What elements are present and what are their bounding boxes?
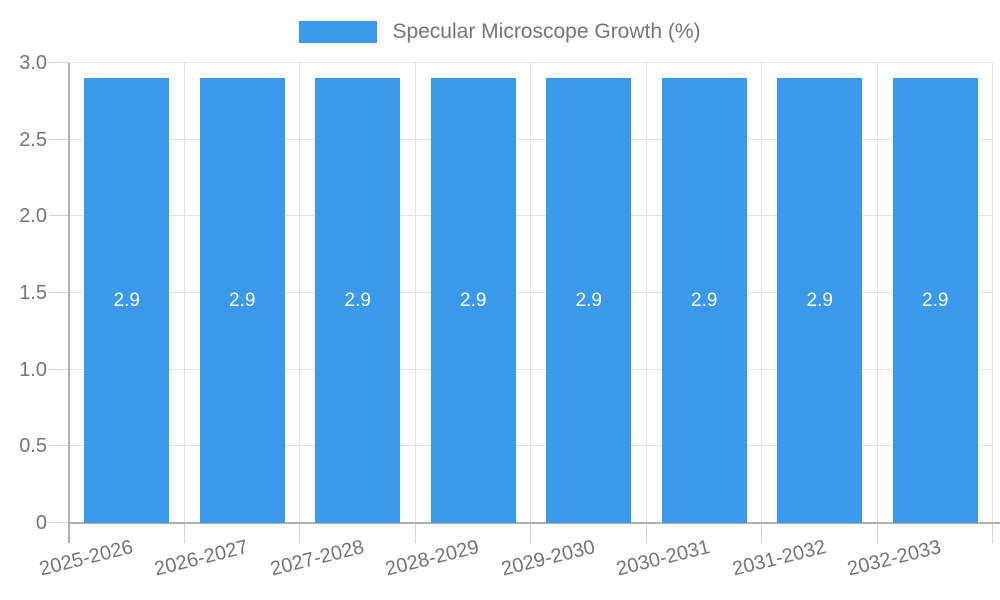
x-tick-mark: [299, 523, 300, 543]
x-tick-mark: [761, 523, 762, 543]
bar[interactable]: [430, 78, 516, 523]
y-tick-label: 0.5: [19, 435, 47, 458]
bar[interactable]: [315, 78, 401, 523]
y-tick-mark: [49, 215, 69, 217]
x-tick-mark: [414, 523, 416, 543]
y-tick-mark: [49, 522, 69, 523]
legend[interactable]: Specular Microscope Growth (%): [0, 17, 1000, 47]
y-tick-mark: [49, 62, 69, 63]
x-tick-mark: [992, 523, 993, 543]
y-tick-label: 2.5: [19, 128, 47, 151]
bar[interactable]: [546, 78, 632, 523]
y-tick-label: 2.0: [19, 205, 47, 228]
y-tick-mark: [49, 138, 69, 140]
gridline-horizontal: [69, 368, 993, 370]
x-axis-line: [69, 522, 1000, 524]
gridline-horizontal: [69, 215, 993, 217]
y-tick-label: 1.5: [19, 282, 47, 304]
x-tick-mark: [183, 523, 185, 543]
bar-value-label: 2.9: [922, 289, 949, 311]
gridline-horizontal: [69, 445, 993, 447]
gridline-vertical: [876, 63, 878, 523]
y-tick-label: 3.0: [19, 52, 47, 74]
gridline-vertical: [761, 63, 762, 523]
bar-value-label: 2.9: [691, 289, 718, 311]
gridline-vertical: [299, 63, 300, 523]
gridline-vertical: [645, 63, 647, 523]
bar[interactable]: [199, 78, 285, 523]
bar[interactable]: [661, 78, 747, 523]
legend-swatch: [299, 21, 378, 43]
x-tick-mark: [645, 523, 647, 543]
bar[interactable]: [777, 78, 863, 523]
gridline-horizontal: [69, 138, 993, 140]
bar[interactable]: [892, 78, 978, 523]
y-axis-line: [68, 63, 70, 543]
gridline-vertical: [530, 63, 531, 523]
bar-value-label: 2.9: [229, 289, 256, 311]
gridline-horizontal: [69, 292, 993, 293]
bar-value-label: 2.9: [806, 289, 833, 311]
bar[interactable]: [84, 78, 170, 523]
y-tick-mark: [49, 445, 69, 447]
y-tick-mark: [49, 368, 69, 370]
legend-label: Specular Microscope Growth (%): [392, 20, 701, 43]
y-tick-label: 0: [35, 512, 47, 534]
gridline-vertical: [414, 63, 416, 523]
bar-value-label: 2.9: [575, 289, 602, 311]
x-tick-mark: [876, 523, 878, 543]
gridline-horizontal: [69, 62, 993, 63]
gridline-vertical: [183, 63, 185, 523]
bar-value-label: 2.9: [344, 289, 371, 311]
y-tick-label: 1.0: [19, 358, 47, 381]
bar-value-label: 2.9: [113, 289, 140, 311]
bar-value-label: 2.9: [460, 289, 487, 311]
y-tick-mark: [49, 292, 69, 293]
x-tick-mark: [530, 523, 531, 543]
gridline-vertical: [992, 63, 993, 523]
